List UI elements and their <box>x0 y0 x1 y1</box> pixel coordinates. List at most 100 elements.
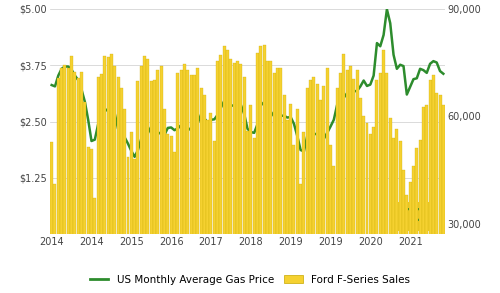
Bar <box>170 136 172 293</box>
Bar <box>123 109 126 293</box>
Bar <box>322 86 326 293</box>
Bar <box>206 120 209 293</box>
Bar <box>60 68 63 293</box>
Bar <box>292 145 296 293</box>
Bar <box>332 166 336 293</box>
Bar <box>250 105 252 293</box>
Bar <box>422 107 425 293</box>
Bar <box>76 79 80 293</box>
Bar <box>376 80 378 293</box>
Bar <box>286 120 289 293</box>
Bar <box>140 66 143 293</box>
Bar <box>156 70 160 293</box>
Bar <box>379 73 382 293</box>
Bar <box>316 84 318 293</box>
Bar <box>306 88 308 293</box>
Text: TC: TC <box>398 207 424 225</box>
Bar <box>269 61 272 293</box>
Bar <box>160 66 162 293</box>
Bar <box>262 45 266 293</box>
Bar <box>57 78 60 293</box>
Bar <box>346 70 348 293</box>
Bar <box>359 98 362 293</box>
Bar <box>362 116 365 293</box>
Bar <box>70 56 73 293</box>
Bar <box>299 184 302 293</box>
Bar <box>110 54 113 293</box>
Bar <box>425 105 428 293</box>
Bar <box>183 64 186 293</box>
Bar <box>272 73 276 293</box>
Bar <box>386 73 388 293</box>
Bar <box>352 79 355 293</box>
Bar <box>126 157 130 293</box>
Legend: US Monthly Average Gas Price, Ford F-Series Sales: US Monthly Average Gas Price, Ford F-Ser… <box>86 272 413 288</box>
Bar <box>104 56 106 293</box>
Bar <box>223 46 226 293</box>
Bar <box>64 65 66 293</box>
Bar <box>382 50 385 293</box>
Bar <box>96 77 100 293</box>
Bar <box>392 138 395 293</box>
Bar <box>50 142 53 293</box>
Bar <box>120 88 123 293</box>
Bar <box>289 104 292 293</box>
Bar <box>302 132 306 293</box>
Bar <box>412 166 415 293</box>
Bar <box>372 127 375 293</box>
Bar <box>428 80 432 293</box>
Bar <box>74 71 76 293</box>
Bar <box>435 93 438 293</box>
Bar <box>396 129 398 293</box>
Bar <box>213 141 216 293</box>
Bar <box>54 184 56 293</box>
Bar <box>210 113 212 293</box>
Bar <box>349 66 352 293</box>
Bar <box>240 64 242 293</box>
Bar <box>252 138 256 293</box>
Bar <box>406 195 408 293</box>
Bar <box>408 183 412 293</box>
Bar <box>329 145 332 293</box>
Bar <box>236 61 239 293</box>
Bar <box>130 132 133 293</box>
Bar <box>143 56 146 293</box>
Bar <box>296 109 299 293</box>
Bar <box>369 134 372 293</box>
Bar <box>336 88 338 293</box>
Bar <box>153 80 156 293</box>
Bar <box>226 50 229 293</box>
Bar <box>366 123 368 293</box>
Bar <box>203 95 206 293</box>
Bar <box>80 72 83 293</box>
Bar <box>196 67 199 293</box>
Bar <box>279 68 282 293</box>
Bar <box>106 57 110 293</box>
Bar <box>186 70 189 293</box>
Bar <box>200 88 202 293</box>
Bar <box>282 95 286 293</box>
Bar <box>319 100 322 293</box>
Bar <box>113 66 116 293</box>
Bar <box>94 197 96 293</box>
Bar <box>246 131 249 293</box>
Bar <box>100 74 103 293</box>
Bar <box>166 134 170 293</box>
Bar <box>86 147 90 293</box>
Bar <box>67 68 70 293</box>
Bar <box>193 75 196 293</box>
Bar <box>230 59 232 293</box>
Bar <box>416 149 418 293</box>
Bar <box>442 105 445 293</box>
Bar <box>256 53 259 293</box>
Bar <box>260 46 262 293</box>
Bar <box>388 118 392 293</box>
Bar <box>180 70 182 293</box>
Bar <box>232 62 235 293</box>
Bar <box>216 61 219 293</box>
Bar <box>150 81 152 293</box>
Bar <box>438 95 442 293</box>
Bar <box>90 149 93 293</box>
Bar <box>398 141 402 293</box>
Bar <box>146 59 150 293</box>
